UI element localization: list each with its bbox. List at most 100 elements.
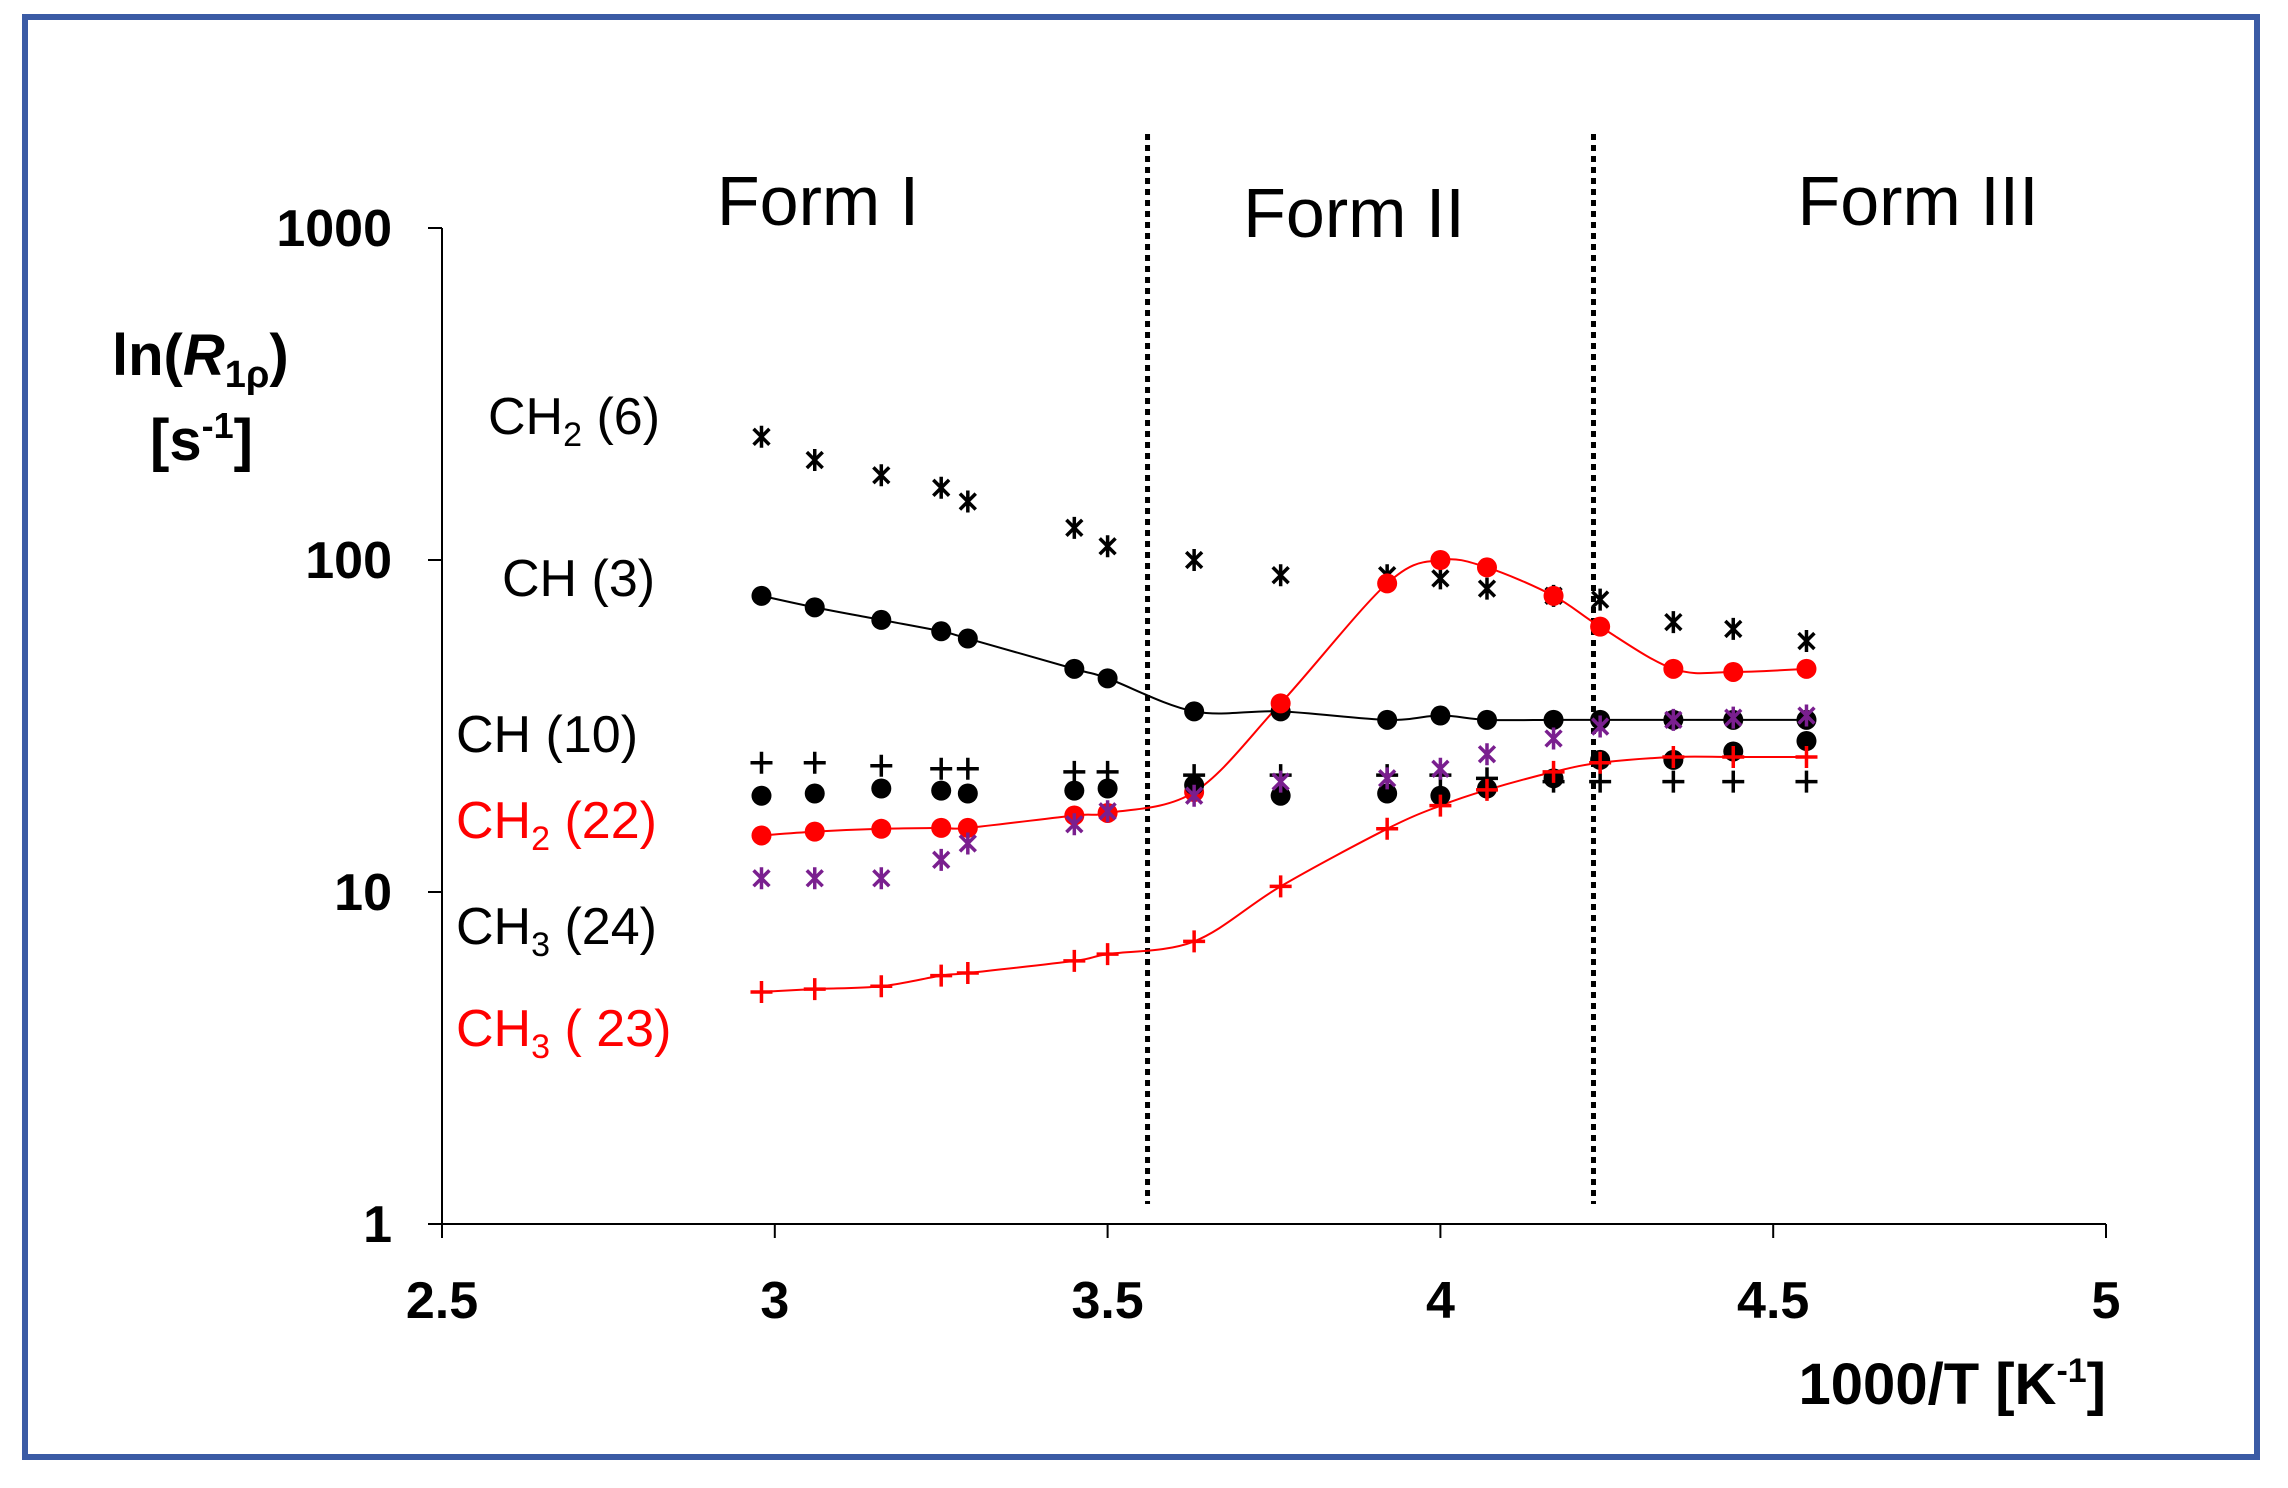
data-point-plus [1662,770,1685,793]
data-point-circle [1430,550,1451,570]
data-point-circle [1430,705,1451,726]
data-point-asterisk [805,449,824,472]
data-point-plus [1795,746,1818,769]
data-point-plus [1722,770,1745,793]
data-point-plus [1063,760,1086,783]
data-point-asterisk [872,867,891,890]
data-point-circle [1796,730,1817,751]
data-point-asterisk [1377,767,1397,790]
data-point-circle [1184,701,1205,722]
data-point-plus [930,964,953,987]
data-point-plus [1589,751,1612,774]
data-point-asterisk [1477,743,1497,766]
series-markers [750,425,1818,1003]
data-point-plus [1269,875,1292,898]
phase-boundaries [1145,134,1596,1204]
y-tick-label: 10 [334,864,392,922]
data-point-plus [1722,746,1745,769]
y-axis-title-line1: ln(R1ρ) [112,323,289,396]
data-point-asterisk [1590,588,1610,611]
data-point-asterisk [932,476,951,499]
y-tick-label: 1000 [276,200,392,258]
series-label-ch-3: CH (3) [502,550,655,608]
data-point-plus [1376,817,1399,840]
series-label-ch2-22: CH2 (22) [456,792,657,858]
data-point-asterisk [1664,611,1683,634]
y-tick-label: 1 [363,1196,392,1254]
data-point-circle [1270,785,1291,806]
data-point-circle [1590,616,1611,637]
data-point-circle [1064,780,1085,801]
data-point-circle [751,825,772,846]
data-point-circle [1377,573,1398,594]
data-point-asterisk [958,832,977,855]
data-point-asterisk [1431,567,1450,590]
data-point-circle [751,585,772,606]
data-point-plus [1063,949,1086,972]
data-point-circle [1723,661,1744,682]
data-point-circle [931,621,952,642]
data-point-circle [804,821,825,842]
data-point-circle [804,597,825,618]
data-point-asterisk [1797,630,1816,653]
data-point-circle [751,785,772,806]
series-label-ch3-24: CH3 (24) [456,898,657,964]
data-point-asterisk [1184,784,1204,807]
phase-label-form-2: Form II [1243,174,1465,252]
data-point-asterisk [1065,516,1084,539]
phase-label-form-1: Form I [717,162,919,240]
data-point-plus [803,978,826,1001]
data-point-asterisk [1477,577,1497,600]
data-point-circle [1476,709,1497,730]
data-point-asterisk [1065,813,1084,836]
data-point-asterisk [1724,617,1743,640]
data-point-plus [803,751,826,774]
data-point-circle [871,609,892,630]
data-point-asterisk [1544,727,1563,750]
x-tick-label: 4.5 [1737,1272,1809,1330]
data-point-plus [930,757,953,780]
series-label-ch3-23: CH3 ( 23) [456,1000,671,1066]
data-point-circle [1543,585,1564,606]
phase-label-form-3: Form III [1797,162,2038,240]
data-point-asterisk [805,867,824,890]
axis-ticks: 2.5 3 3.5 4 4.5 5 1 10 100 1000 [276,200,2120,1330]
data-point-circle [1476,557,1497,578]
data-point-asterisk [1724,706,1743,729]
data-point-asterisk [1098,535,1117,558]
series-label-ch2-6: CH2 (6) [488,388,660,454]
data-point-circle [931,780,952,801]
data-point-circle [1796,658,1817,679]
y-axis-title-line2: [s-1] [150,405,253,473]
data-point-asterisk [932,848,951,871]
data-point-asterisk [958,490,977,513]
data-point-plus [750,751,773,774]
data-point-circle [957,628,978,649]
x-axis-title: 1000/T [K-1] [1799,1352,2106,1417]
data-point-circle [1270,693,1291,714]
data-point-asterisk [1431,757,1450,780]
data-point-plus [1542,760,1565,783]
data-point-plus [956,962,979,985]
data-point-asterisk [1664,708,1683,731]
data-point-circle [1377,709,1398,730]
data-point-asterisk [752,867,771,890]
x-tick-label: 2.5 [406,1272,478,1330]
data-point-plus [870,975,893,998]
data-point-plus [1662,746,1685,769]
series-label-ch-10: CH (10) [456,706,638,764]
x-tick-label: 5 [2092,1272,2121,1330]
data-point-circle [804,783,825,804]
data-point-asterisk [1184,549,1204,571]
data-point-circle [871,818,892,839]
data-point-circle [957,783,978,804]
data-point-plus [1429,794,1452,817]
data-point-asterisk [1797,704,1816,727]
data-point-circle [1097,668,1118,689]
data-point-circle [957,817,978,838]
data-point-asterisk [1098,800,1117,823]
data-point-asterisk [1271,770,1290,793]
data-point-asterisk [1271,564,1290,587]
series-labels: CH2 (6) CH (3) CH (10) CH2 (22) CH3 (24)… [456,388,671,1066]
